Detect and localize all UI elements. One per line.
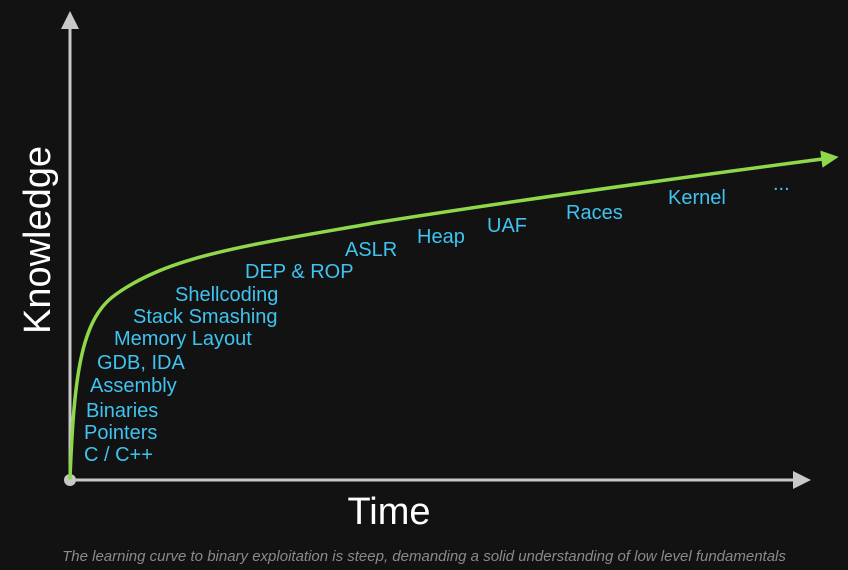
learning-curve [68,150,839,480]
origin-dot [64,474,76,486]
topic-uaf: UAF [487,215,527,237]
topic-pointers: Pointers [84,422,157,444]
topic-binaries: Binaries [86,400,158,422]
topic-memory-layout: Memory Layout [114,328,252,350]
topic-ellipsis: ... [773,173,790,195]
topic-aslr: ASLR [345,239,397,261]
figure-caption: The learning curve to binary exploitatio… [62,548,786,565]
x-axis-title: Time [347,491,430,533]
topic-stack-smashing: Stack Smashing [133,306,278,328]
topic-shellcoding: Shellcoding [175,284,278,306]
topic-kernel: Kernel [668,187,726,209]
topic-gdb-ida: GDB, IDA [97,352,185,374]
topic-assembly: Assembly [90,375,177,397]
topic-races: Races [566,202,623,224]
topic-heap: Heap [417,226,465,248]
y-axis-title: Knowledge [17,146,59,334]
topic-dep-rop: DEP & ROP [245,261,354,283]
topic-c-cpp: C / C++ [84,444,153,466]
